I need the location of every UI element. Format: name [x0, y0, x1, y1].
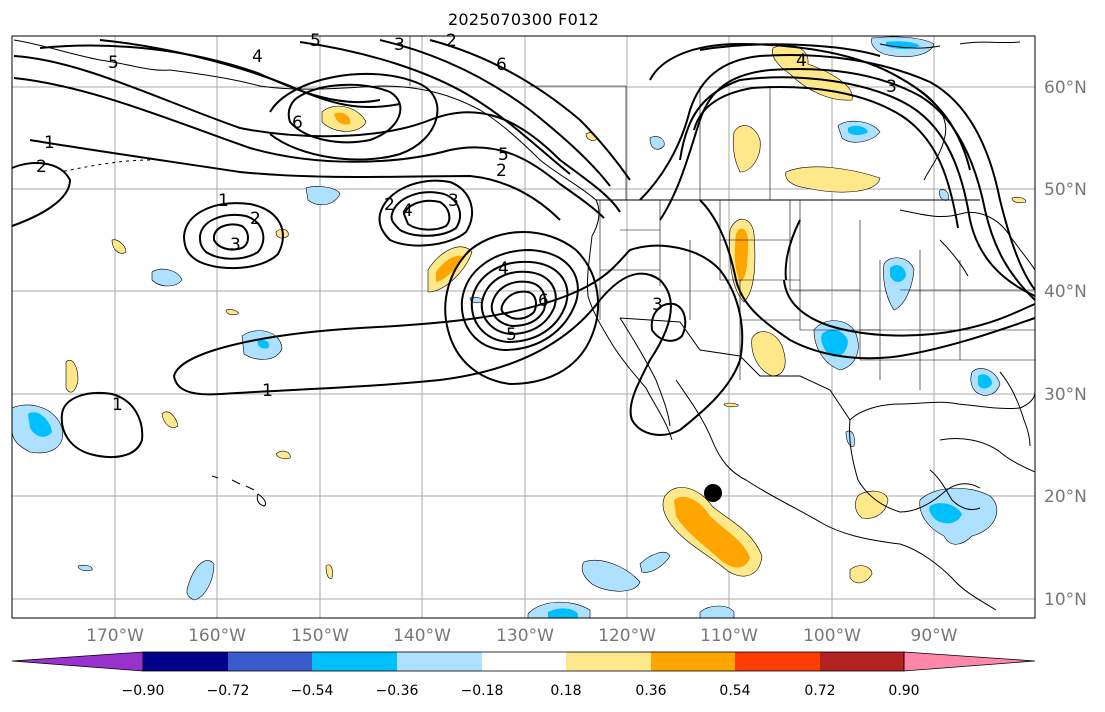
colorbar-segment: [820, 652, 904, 671]
colorbar-tick-label: 0.18: [550, 683, 582, 699]
colorbar-tick-label: −0.90: [121, 683, 165, 699]
contour-label: 2: [446, 31, 457, 51]
lon-label: 170°W: [86, 626, 144, 646]
lon-label: 120°W: [598, 626, 656, 646]
lon-label: 100°W: [803, 626, 861, 646]
lat-label: 10°N: [1044, 590, 1087, 610]
contour-label: 2: [36, 157, 47, 177]
lat-label: 40°N: [1044, 282, 1087, 302]
contour-label: 2: [496, 161, 507, 181]
lat-label: 30°N: [1044, 385, 1087, 405]
lon-label: 140°W: [393, 626, 451, 646]
contour-label: 3: [230, 235, 241, 255]
colorbar-segment: [651, 652, 735, 671]
contour-label: 3: [652, 295, 663, 315]
colorbar-tick-label: 0.90: [888, 683, 920, 699]
state-borders: [599, 200, 1035, 390]
contour-label: 1: [262, 381, 273, 401]
lon-label: 130°W: [496, 626, 554, 646]
contour-label: 4: [796, 51, 807, 71]
contour-label: 3: [448, 191, 459, 211]
coastlines: [13, 39, 1036, 611]
colorbar-segment: [903, 651, 1036, 672]
colorbar-tick-label: 0.54: [719, 683, 751, 699]
lon-label: 110°W: [700, 626, 758, 646]
contour-label-group: 1 2 1 2 3 2 4 3 4 5 6 3 2 6 5 4 6 5 1 1 …: [36, 31, 897, 415]
contour-label: 1: [112, 395, 123, 415]
colorbar-segment: [397, 652, 482, 671]
colorbar-segment: [312, 652, 397, 671]
contour-label: 1: [44, 133, 55, 153]
contour-label: 3: [886, 77, 897, 97]
colorbar: [11, 651, 1036, 672]
colorbar-tick-label: −0.36: [375, 683, 419, 699]
contour-label: 4: [252, 47, 263, 67]
contour-label: 2: [250, 209, 261, 229]
colorbar-tick-label: −0.18: [460, 683, 504, 699]
colorbar-segment: [11, 651, 144, 672]
contour-label: 5: [506, 325, 517, 345]
contour-label: 5: [498, 145, 509, 165]
colorbar-segment: [566, 652, 651, 671]
storm-center-marker: [704, 484, 722, 502]
lat-label: 20°N: [1044, 487, 1087, 507]
lat-label: 50°N: [1044, 180, 1087, 200]
contour-label: 4: [498, 259, 509, 279]
colorbar-segment: [482, 652, 566, 671]
contour-label: 3: [394, 35, 405, 55]
lon-label: 90°W: [910, 626, 958, 646]
contour-label: 1: [218, 191, 229, 211]
colorbar-segment: [228, 652, 312, 671]
colorbar-tick-label: 0.72: [804, 683, 836, 699]
lat-label: 60°N: [1044, 78, 1087, 98]
colorbar-tick-label: −0.72: [206, 683, 250, 699]
negative-shading: [11, 36, 1001, 619]
contour-label: 5: [310, 31, 321, 51]
colorbar-tick-label: 0.36: [635, 683, 667, 699]
contour-label: 4: [402, 201, 413, 221]
lon-label: 150°W: [291, 626, 349, 646]
contour-label: 5: [108, 53, 119, 73]
contour-label: 6: [538, 291, 549, 311]
lon-label: 160°W: [188, 626, 246, 646]
colorbar-tick-label: −0.54: [290, 683, 334, 699]
contour-label: 2: [384, 195, 395, 215]
colorbar-segment: [735, 652, 820, 671]
contour-label: 6: [496, 55, 507, 75]
colorbar-segment: [143, 652, 228, 671]
positive-shading: [65, 44, 1027, 584]
contour-label: 6: [292, 113, 303, 133]
contours: [11, 39, 1036, 459]
map-title: 2025070300 F012: [447, 10, 600, 29]
